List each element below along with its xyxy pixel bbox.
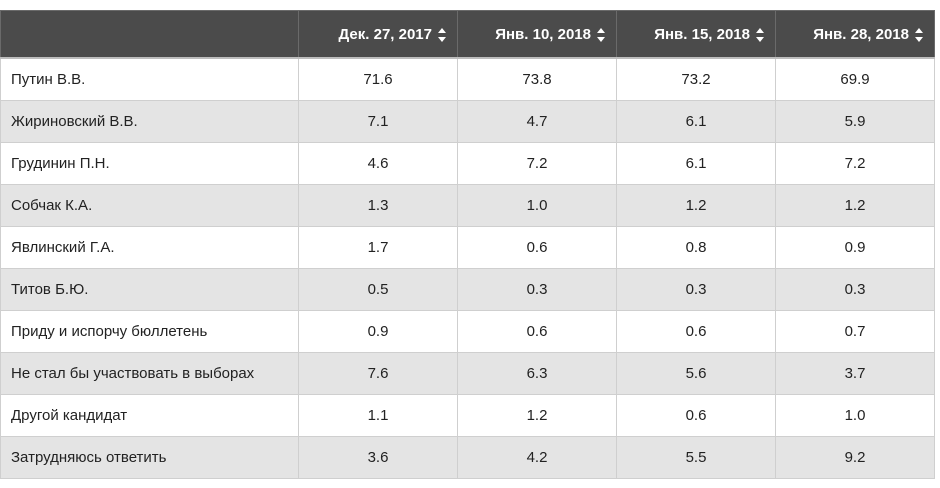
table-row: Явлинский Г.А. 1.7 0.6 0.8 0.9 <box>0 226 935 269</box>
value-cell: 7.6 <box>298 352 458 395</box>
table-body: Путин В.В. 71.6 73.8 73.2 69.9 Жириновский В.… <box>0 57 935 479</box>
value-cell: 6.1 <box>616 142 776 185</box>
value-cell: 1.2 <box>457 394 617 437</box>
value-cell: 0.6 <box>616 310 776 353</box>
value-cell: 0.3 <box>775 268 935 311</box>
value-cell: 1.2 <box>775 184 935 227</box>
row-label-cell: Жириновский В.В. <box>0 100 299 143</box>
value-cell: 0.9 <box>298 310 458 353</box>
value-cell: 0.9 <box>775 226 935 269</box>
value-cell: 1.0 <box>457 184 617 227</box>
row-label-cell: Не стал бы участвовать в выборах <box>0 352 299 395</box>
value-cell: 0.5 <box>298 268 458 311</box>
value-cell: 4.6 <box>298 142 458 185</box>
row-label-cell: Грудинин П.Н. <box>0 142 299 185</box>
table-row: Затрудняюсь ответить 3.6 4.2 5.5 9.2 <box>0 436 935 479</box>
column-header-1[interactable]: Янв. 10, 2018 <box>457 10 617 59</box>
row-label-cell: Затрудняюсь ответить <box>0 436 299 479</box>
value-cell: 6.1 <box>616 100 776 143</box>
value-cell: 7.2 <box>775 142 935 185</box>
column-header-label: Дек. 27, 2017 <box>338 25 432 43</box>
value-cell: 0.3 <box>457 268 617 311</box>
value-cell: 3.6 <box>298 436 458 479</box>
table-row: Путин В.В. 71.6 73.8 73.2 69.9 <box>0 57 935 101</box>
value-cell: 1.2 <box>616 184 776 227</box>
column-header-label: Янв. 28, 2018 <box>813 25 909 43</box>
value-cell: 5.9 <box>775 100 935 143</box>
column-header-label: Янв. 10, 2018 <box>495 25 591 43</box>
sort-icon[interactable] <box>438 27 447 42</box>
value-cell: 0.6 <box>457 310 617 353</box>
table-row: Другой кандидат 1.1 1.2 0.6 1.0 <box>0 394 935 437</box>
value-cell: 1.7 <box>298 226 458 269</box>
value-cell: 1.3 <box>298 184 458 227</box>
table-row: Не стал бы участвовать в выборах 7.6 6.3 5.… <box>0 352 935 395</box>
sort-icon[interactable] <box>915 27 924 42</box>
column-header-0[interactable]: Дек. 27, 2017 <box>298 10 458 59</box>
poll-results-table: Дек. 27, 2017 Янв. 10, 2018 Янв. 15, 201… <box>0 10 935 479</box>
value-cell: 4.7 <box>457 100 617 143</box>
value-cell: 6.3 <box>457 352 617 395</box>
sort-icon[interactable] <box>756 27 765 42</box>
value-cell: 1.1 <box>298 394 458 437</box>
value-cell: 5.6 <box>616 352 776 395</box>
value-cell: 0.6 <box>457 226 617 269</box>
table-header: Дек. 27, 2017 Янв. 10, 2018 Янв. 15, 201… <box>0 10 935 59</box>
column-header-2[interactable]: Янв. 15, 2018 <box>616 10 776 59</box>
value-cell: 0.7 <box>775 310 935 353</box>
row-label-cell: Собчак К.А. <box>0 184 299 227</box>
value-cell: 5.5 <box>616 436 776 479</box>
table-row: Грудинин П.Н. 4.6 7.2 6.1 7.2 <box>0 142 935 185</box>
value-cell: 0.8 <box>616 226 776 269</box>
table-row: Титов Б.Ю. 0.5 0.3 0.3 0.3 <box>0 268 935 311</box>
value-cell: 69.9 <box>775 57 935 101</box>
value-cell: 73.2 <box>616 57 776 101</box>
value-cell: 0.3 <box>616 268 776 311</box>
row-label-cell: Путин В.В. <box>0 57 299 101</box>
header-row: Дек. 27, 2017 Янв. 10, 2018 Янв. 15, 201… <box>0 10 935 59</box>
value-cell: 73.8 <box>457 57 617 101</box>
row-label-cell: Приду и испорчу бюллетень <box>0 310 299 353</box>
value-cell: 71.6 <box>298 57 458 101</box>
value-cell: 1.0 <box>775 394 935 437</box>
value-cell: 9.2 <box>775 436 935 479</box>
row-label-cell: Титов Б.Ю. <box>0 268 299 311</box>
value-cell: 7.2 <box>457 142 617 185</box>
table-row: Собчак К.А. 1.3 1.0 1.2 1.2 <box>0 184 935 227</box>
sort-icon[interactable] <box>597 27 606 42</box>
column-header-label: Янв. 15, 2018 <box>654 25 750 43</box>
poll-table-container: Дек. 27, 2017 Янв. 10, 2018 Янв. 15, 201… <box>0 10 935 479</box>
column-header-3[interactable]: Янв. 28, 2018 <box>775 10 935 59</box>
row-label-cell: Другой кандидат <box>0 394 299 437</box>
value-cell: 0.6 <box>616 394 776 437</box>
value-cell: 3.7 <box>775 352 935 395</box>
table-row: Жириновский В.В. 7.1 4.7 6.1 5.9 <box>0 100 935 143</box>
value-cell: 7.1 <box>298 100 458 143</box>
table-row: Приду и испорчу бюллетень 0.9 0.6 0.6 0.7 <box>0 310 935 353</box>
header-corner-cell <box>0 10 299 59</box>
value-cell: 4.2 <box>457 436 617 479</box>
row-label-cell: Явлинский Г.А. <box>0 226 299 269</box>
